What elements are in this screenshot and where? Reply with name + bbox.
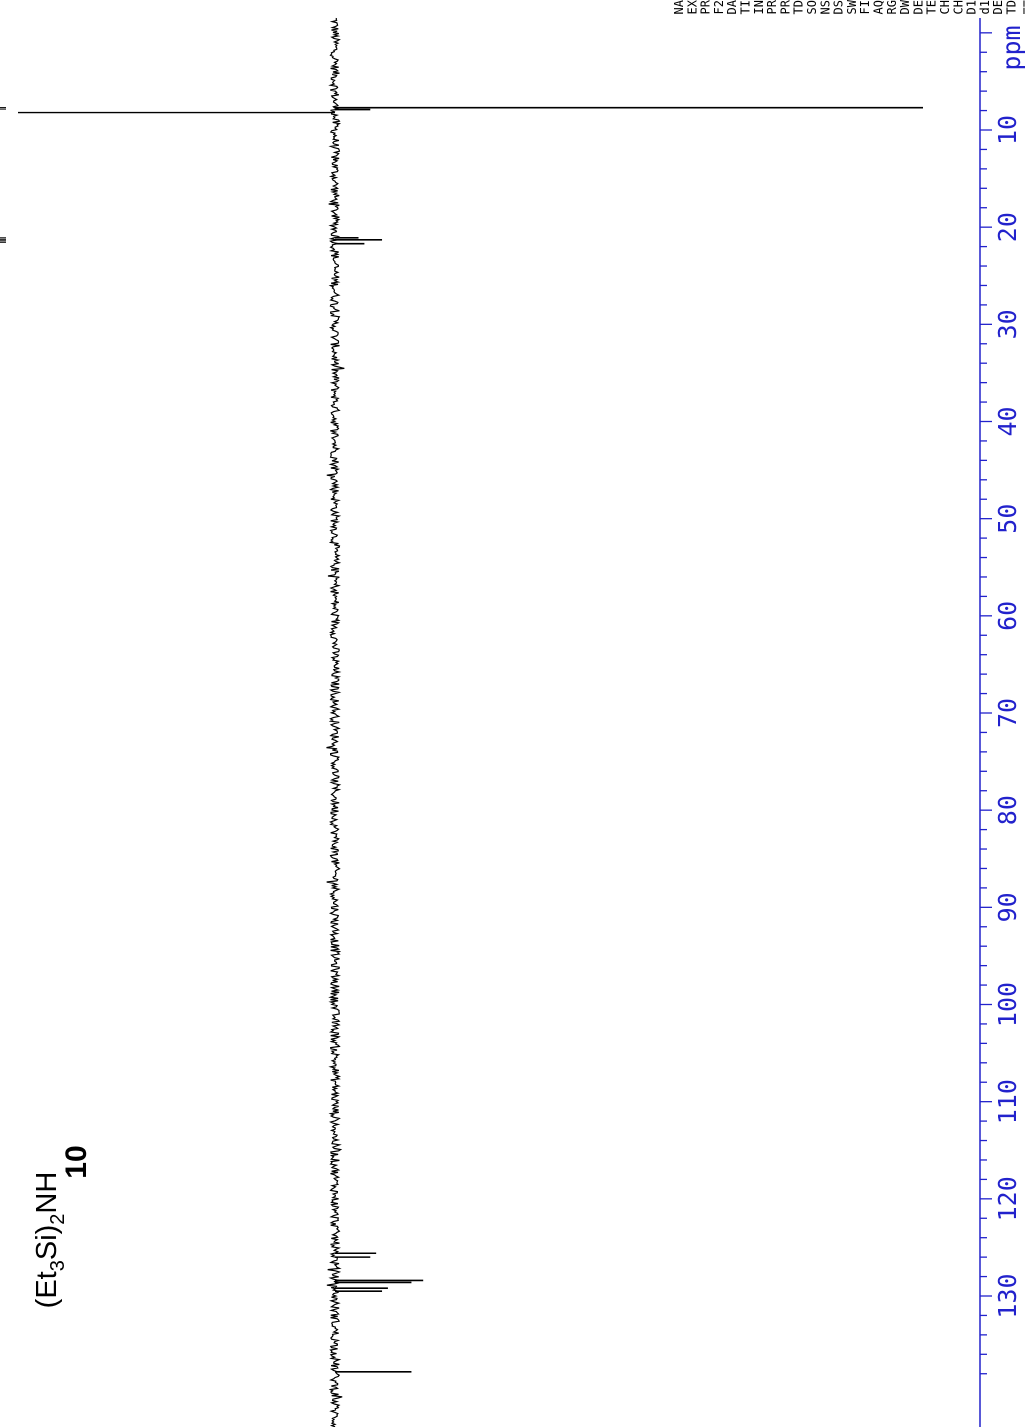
- axis-unit-label: ppm: [997, 25, 1025, 70]
- param-label: NA: [672, 0, 686, 14]
- param-label: D1: [965, 0, 979, 14]
- param-label: AQ: [872, 0, 886, 14]
- tick-label: 10: [993, 115, 1022, 145]
- baseline-noise-trace: [326, 17, 345, 1427]
- tick-label: 100: [993, 982, 1022, 1027]
- tick-label: 80: [993, 795, 1022, 825]
- tick-label: 50: [993, 504, 1022, 534]
- param-label: SW: [845, 0, 859, 14]
- param-label: TE: [925, 0, 939, 14]
- param-label: CH: [938, 0, 952, 14]
- tick-label: 60: [993, 601, 1022, 631]
- peak-pick-markers: [0, 107, 6, 243]
- param-label: FI: [858, 0, 872, 14]
- param-label: PR: [699, 0, 713, 14]
- tick-label: 90: [993, 892, 1022, 922]
- axis-ticks: [980, 32, 992, 1375]
- compound-label: (Et3Si)2NH 10: [31, 1145, 93, 1308]
- param-label: TD: [792, 0, 806, 14]
- param-label: DS: [832, 0, 846, 14]
- tick-label: 120: [993, 1176, 1022, 1221]
- tick-label: 130: [993, 1273, 1022, 1318]
- param-label: DW: [898, 0, 912, 14]
- param-label: TI: [739, 0, 753, 14]
- param-label: DE: [911, 0, 925, 14]
- ppm-axis: 10 20 30 40 50 60 70 80 90 100 110 120 130 ppm: [979, 18, 1025, 1427]
- param-label: F2: [712, 0, 726, 14]
- param-label: IN: [752, 0, 766, 14]
- param-label: RG: [885, 0, 899, 14]
- tick-label: 110: [993, 1079, 1022, 1124]
- param-label: ==: [1018, 0, 1025, 14]
- tick-label: 20: [993, 212, 1022, 242]
- tick-label: 40: [993, 406, 1022, 436]
- tick-label: 30: [993, 309, 1022, 339]
- spectrum-peaks: [18, 106, 923, 1373]
- param-label: PR: [765, 0, 779, 14]
- compound-number: 10: [60, 1145, 93, 1178]
- param-label: NS: [818, 0, 832, 14]
- tick-label: 70: [993, 698, 1022, 728]
- acquisition-parameters: NA EX PR F2 DA TI IN PR PR TD SO NS DS SW FI AQ RG DW DE TE…: [672, 0, 1025, 14]
- param-label: PR: [778, 0, 792, 14]
- param-label: EX: [685, 0, 699, 14]
- param-label: SO: [805, 0, 819, 14]
- axis-tick-labels: 10 20 30 40 50 60 70 80 90 100 110 120 130: [993, 115, 1022, 1319]
- param-label: CH: [951, 0, 965, 14]
- param-label: DA: [725, 0, 739, 14]
- compound-formula: (Et3Si)2NH: [31, 1172, 69, 1309]
- param-label: TD: [1005, 0, 1019, 14]
- param-label: d1: [978, 0, 992, 14]
- param-label: DE: [991, 0, 1005, 14]
